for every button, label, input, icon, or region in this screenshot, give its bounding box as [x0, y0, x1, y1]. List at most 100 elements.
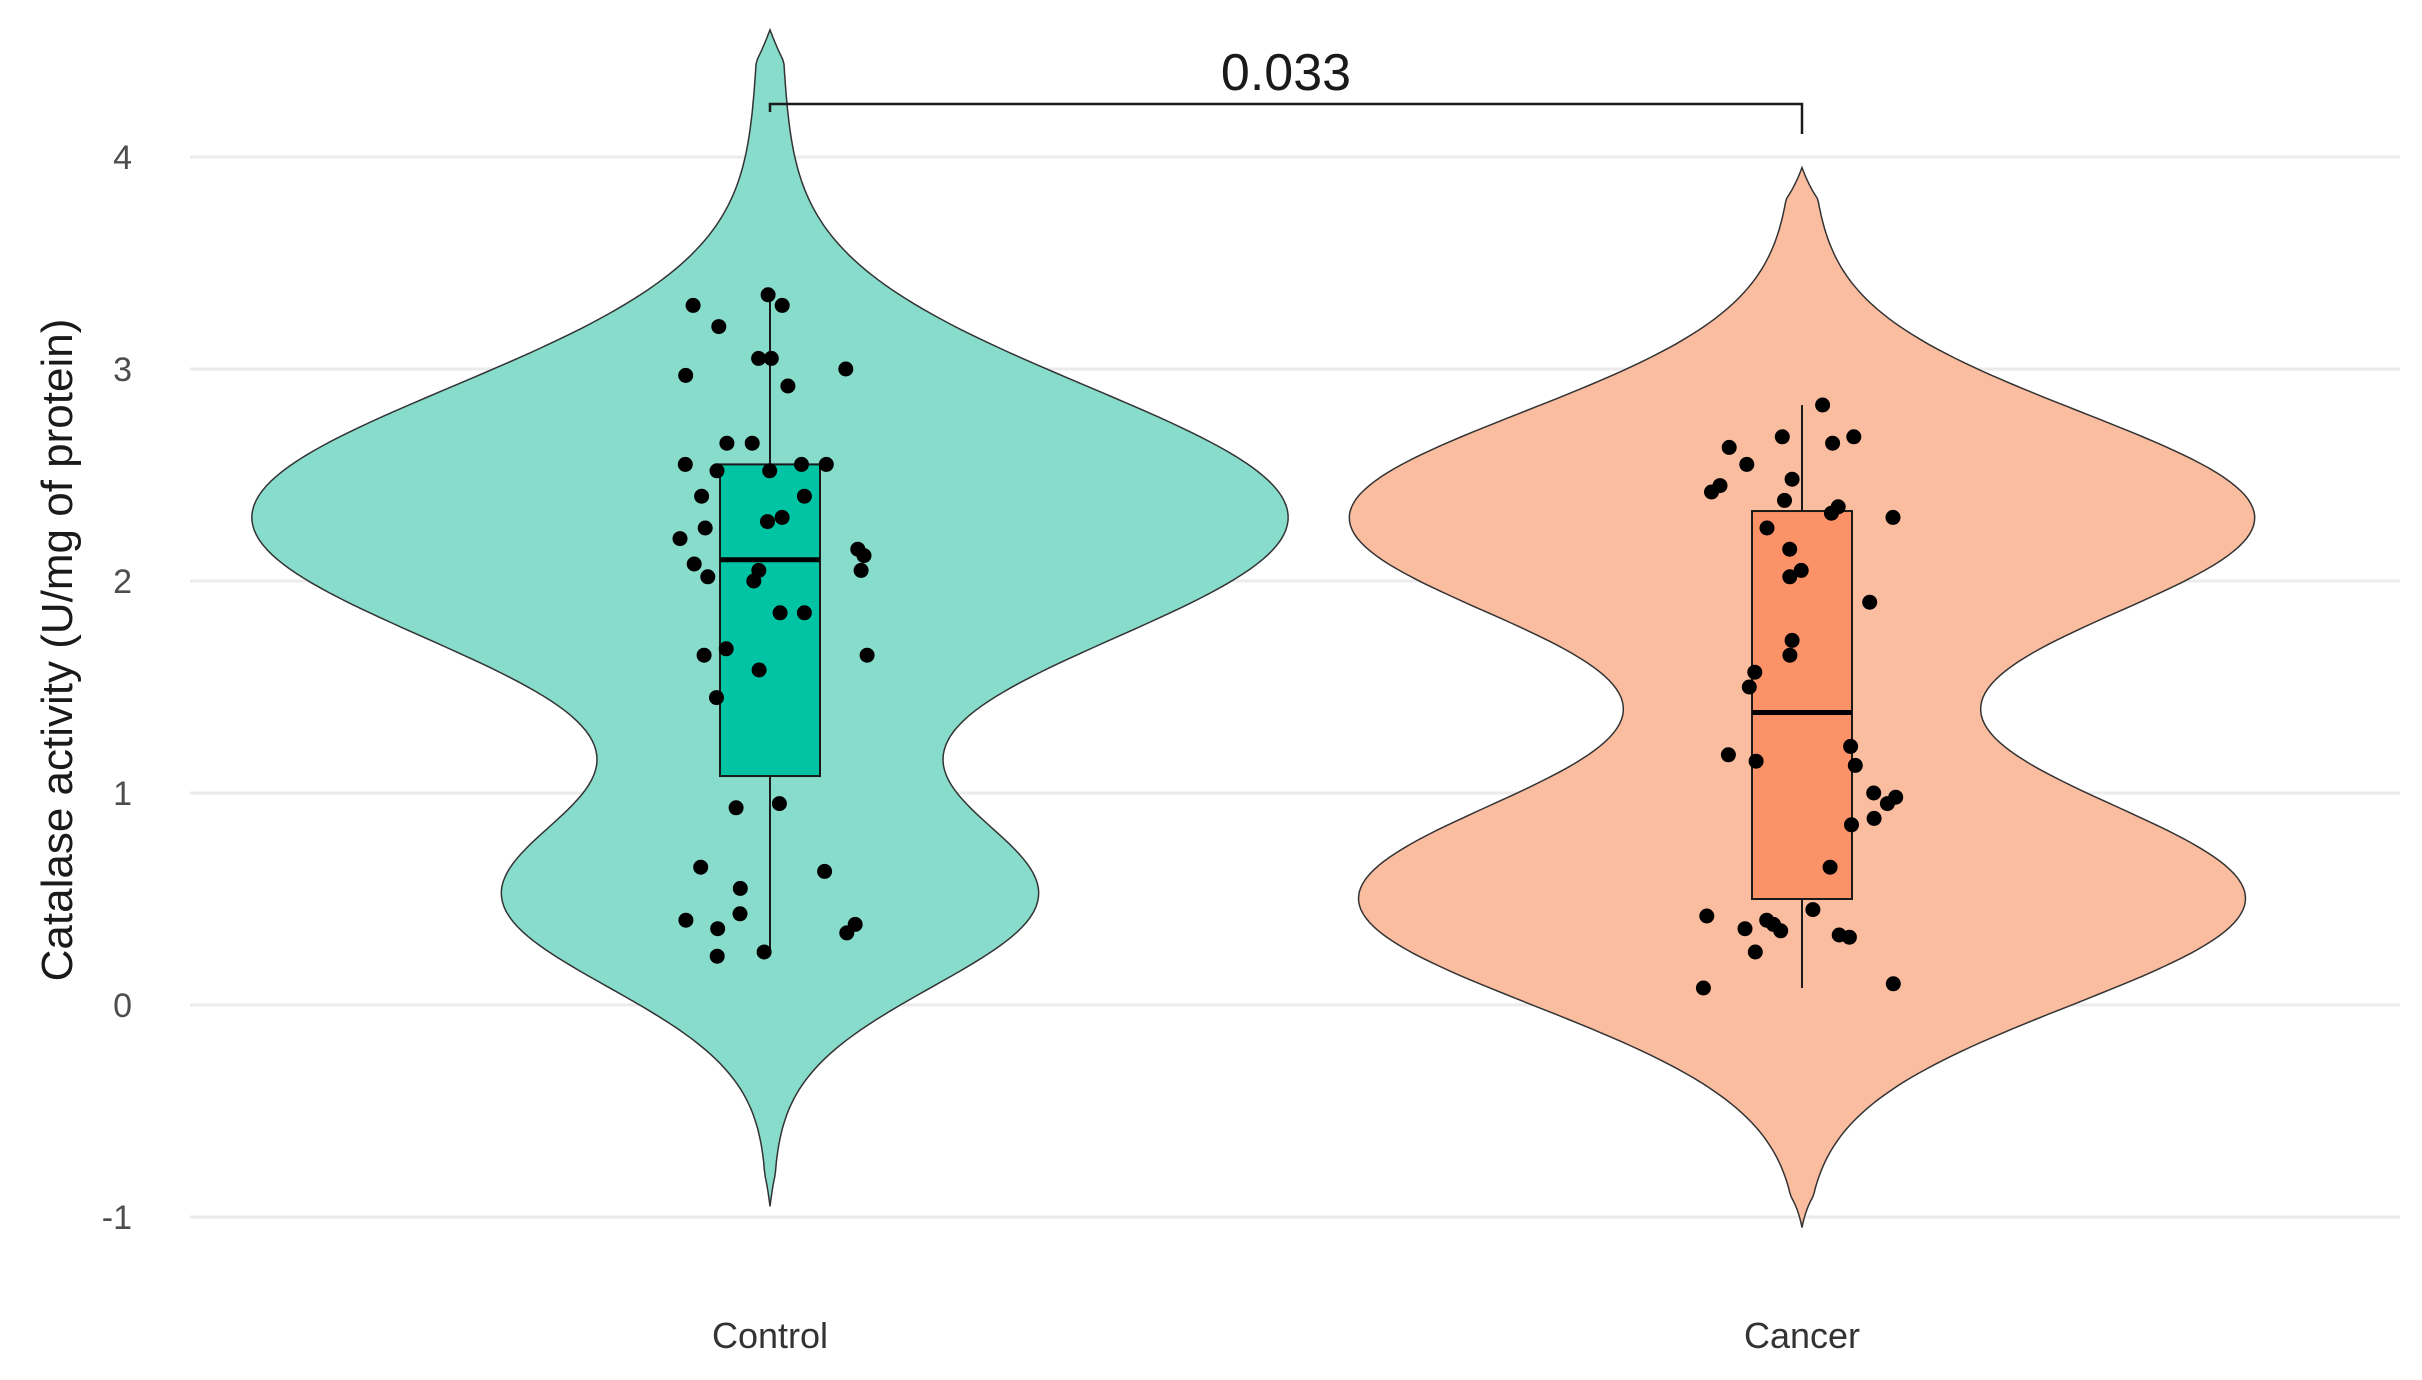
data-point: [1784, 471, 1800, 487]
data-point: [1885, 976, 1901, 992]
data-point: [1843, 738, 1859, 754]
data-point: [756, 944, 772, 960]
data-point: [1822, 859, 1838, 875]
data-point: [1704, 484, 1719, 500]
data-point: [856, 548, 872, 564]
data-point: [839, 925, 855, 941]
significance-bracket: 0.033: [768, 44, 1804, 134]
data-point: [772, 605, 788, 621]
data-point: [697, 520, 713, 536]
data-point: [1721, 439, 1737, 455]
data-point: [1782, 569, 1798, 585]
data-point: [1695, 980, 1711, 996]
y-axis-label: Catalase activity (U/mg of protein): [33, 319, 82, 982]
data-point: [1759, 520, 1775, 536]
data-point: [709, 463, 725, 479]
data-point: [1720, 747, 1736, 763]
data-point: [774, 509, 790, 525]
data-points: [672, 287, 1904, 996]
data-point: [1777, 492, 1792, 508]
y-tick-label: 0: [113, 987, 132, 1025]
data-point: [672, 531, 688, 547]
data-point: [1739, 456, 1755, 472]
data-point: [1793, 562, 1809, 578]
data-point: [1866, 785, 1882, 801]
data-point: [838, 361, 854, 377]
grid-lines: [190, 155, 2400, 1219]
data-point: [1774, 429, 1790, 445]
data-point: [709, 948, 725, 964]
data-point: [760, 514, 775, 530]
data-point: [1841, 929, 1857, 945]
data-point: [1748, 753, 1764, 769]
data-point: [718, 641, 734, 657]
data-point: [685, 297, 701, 313]
data-point: [1737, 921, 1753, 937]
data-point: [762, 463, 778, 479]
data-point: [1885, 509, 1901, 525]
y-axis: -1 0 1 2 3 4: [102, 139, 132, 1237]
data-point: [853, 562, 869, 578]
data-point: [728, 800, 744, 816]
data-point: [732, 906, 748, 922]
data-point: [732, 880, 748, 896]
data-point: [780, 378, 796, 394]
data-point: [817, 863, 833, 879]
data-point: [1741, 679, 1757, 695]
y-tick-label: -1: [102, 1199, 132, 1237]
data-point: [774, 297, 790, 313]
data-point: [1846, 429, 1862, 445]
data-point: [1784, 632, 1800, 648]
data-point: [711, 319, 727, 335]
data-point: [751, 350, 767, 366]
data-point: [1823, 505, 1839, 521]
y-tick-label: 3: [113, 351, 132, 389]
data-point: [710, 921, 726, 937]
data-point: [1699, 908, 1715, 924]
data-point: [1782, 541, 1798, 557]
y-tick-label: 1: [113, 775, 132, 813]
data-point: [678, 912, 694, 928]
data-point: [1847, 757, 1863, 773]
data-point: [859, 647, 875, 663]
data-point: [1747, 664, 1763, 680]
data-point: [700, 569, 716, 585]
data-point: [760, 287, 776, 303]
data-point: [1879, 796, 1895, 812]
x-tick-label-control: Control: [712, 1315, 828, 1356]
data-point: [744, 435, 760, 451]
data-point: [1815, 397, 1831, 413]
data-point: [794, 456, 809, 472]
data-point: [1844, 817, 1859, 833]
data-point: [1862, 594, 1878, 610]
data-point: [796, 605, 812, 621]
data-point: [771, 796, 787, 812]
x-tick-label-cancer: Cancer: [1744, 1315, 1860, 1356]
y-tick-label: 2: [113, 563, 132, 601]
data-point: [818, 456, 834, 472]
p-value-label: 0.033: [1221, 44, 1351, 102]
data-point: [693, 859, 709, 875]
data-point: [746, 573, 762, 589]
data-point: [677, 456, 693, 472]
significance-bracket-line: [768, 102, 1804, 134]
data-point: [709, 690, 724, 706]
data-point: [1773, 923, 1789, 939]
data-point: [1782, 647, 1798, 663]
y-tick-label: 4: [113, 139, 132, 177]
data-point: [796, 488, 812, 504]
data-point: [1747, 944, 1763, 960]
data-point: [763, 350, 779, 366]
data-point: [694, 488, 710, 504]
violins: [251, 27, 2256, 1228]
data-point: [719, 435, 735, 451]
data-point: [686, 556, 702, 572]
data-point: [1805, 902, 1821, 918]
data-point: [751, 662, 767, 678]
data-point: [1825, 435, 1841, 451]
data-point: [678, 367, 694, 383]
x-axis: Control Cancer: [712, 1315, 1860, 1356]
data-point: [696, 647, 712, 663]
data-point: [1866, 810, 1882, 826]
